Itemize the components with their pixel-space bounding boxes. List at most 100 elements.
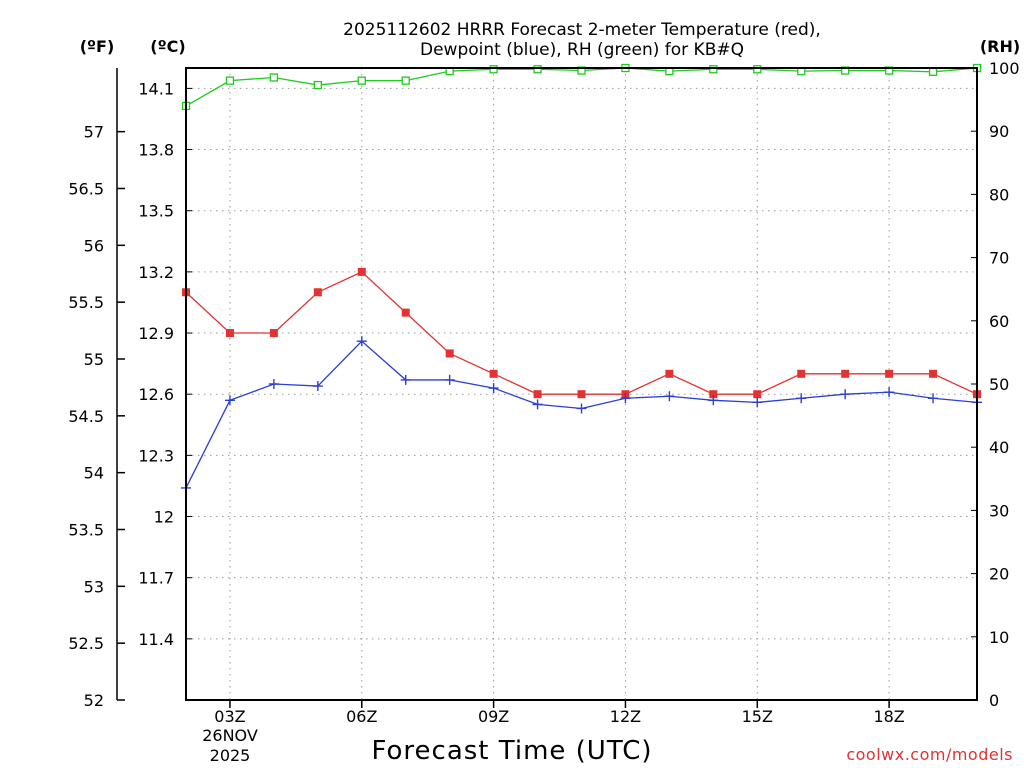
temperature-point bbox=[357, 267, 366, 276]
celsius-tick-label: 12 bbox=[154, 508, 174, 527]
rh-tick-label: 50 bbox=[989, 375, 1009, 394]
fahrenheit-tick-label: 53 bbox=[84, 577, 104, 596]
time-axis: 03Z 06Z 09Z 12Z 15Z 18Z bbox=[214, 700, 905, 726]
credit-link[interactable]: coolwx.com/models bbox=[846, 745, 1013, 764]
celsius-tick-label: 11.7 bbox=[138, 569, 174, 588]
x-axis-title: Forecast Time (UTC) bbox=[371, 736, 652, 766]
celsius-tick-label: 12.9 bbox=[138, 324, 174, 343]
temperature-point bbox=[533, 390, 542, 399]
celsius-axis: 11.4 11.7 12 12.3 12.6 12.9 13.2 13.5 13.8 14.1 bbox=[138, 79, 192, 649]
temperature-point bbox=[489, 369, 498, 378]
time-tick-label: 18Z bbox=[873, 707, 904, 726]
rh-point bbox=[269, 73, 279, 82]
fahrenheit-tick-label: 53.5 bbox=[68, 520, 104, 539]
dewpoint-point bbox=[532, 399, 543, 410]
temperature-point bbox=[709, 390, 718, 399]
rh-point bbox=[709, 65, 718, 74]
series-temperature bbox=[182, 267, 981, 399]
rh-unit-label: (RH) bbox=[980, 37, 1020, 56]
temperature-point bbox=[313, 288, 322, 297]
fahrenheit-tick-label: 52 bbox=[84, 691, 104, 710]
temperature-point bbox=[841, 369, 850, 378]
fahrenheit-tick-label: 56 bbox=[84, 236, 104, 255]
temperature-point bbox=[753, 390, 762, 399]
series-rh bbox=[181, 63, 982, 111]
fahrenheit-unit-label: (ºF) bbox=[80, 37, 115, 56]
dewpoint-line bbox=[185, 340, 978, 489]
dewpoint-point bbox=[664, 391, 675, 402]
chart-title-line-2: Dewpoint (blue), RH (green) for KB#Q bbox=[420, 40, 744, 60]
rh-tick-label: 30 bbox=[989, 501, 1009, 520]
dewpoint-point bbox=[444, 374, 455, 385]
dewpoint-point bbox=[312, 381, 323, 392]
temperature-point bbox=[885, 369, 894, 378]
celsius-tick-label: 12.3 bbox=[138, 446, 174, 465]
rh-tick-label: 0 bbox=[989, 691, 999, 710]
temperature-point bbox=[401, 308, 410, 317]
dewpoint-point bbox=[928, 393, 939, 404]
celsius-tick-label: 13.5 bbox=[138, 202, 174, 221]
temperature-point bbox=[929, 369, 938, 378]
dewpoint-point bbox=[400, 374, 411, 385]
dewpoint-point bbox=[224, 395, 235, 406]
rh-tick-label: 100 bbox=[989, 59, 1020, 78]
fahrenheit-axis: 52 52.5 53 53.5 54 54.5 55 55.5 56 56.5 57 bbox=[68, 68, 125, 710]
rh-point bbox=[928, 67, 938, 76]
time-tick-label: 09Z bbox=[478, 707, 509, 726]
rh-point bbox=[753, 65, 762, 74]
fahrenheit-tick-label: 52.5 bbox=[68, 634, 104, 653]
celsius-unit-label: (ºC) bbox=[150, 37, 185, 56]
rh-tick-label: 10 bbox=[989, 628, 1009, 647]
celsius-tick-label: 11.4 bbox=[138, 630, 174, 649]
time-tick-label: 06Z bbox=[346, 707, 377, 726]
dewpoint-point bbox=[268, 379, 279, 389]
dewpoint-point bbox=[708, 395, 719, 406]
temperature-point bbox=[225, 329, 234, 338]
temperature-point bbox=[445, 349, 454, 358]
dewpoint-point bbox=[356, 336, 367, 347]
rh-tick-label: 20 bbox=[989, 565, 1009, 584]
dewpoint-point bbox=[620, 393, 631, 404]
rh-point bbox=[401, 76, 410, 85]
dewpoint-point bbox=[752, 397, 763, 408]
temperature-point bbox=[797, 369, 806, 378]
celsius-tick-label: 12.6 bbox=[138, 385, 174, 404]
rh-tick-label: 90 bbox=[989, 122, 1009, 141]
dewpoint-point bbox=[576, 403, 587, 414]
rh-tick-label: 80 bbox=[989, 185, 1009, 204]
rh-point bbox=[533, 65, 542, 74]
temperature-point bbox=[269, 329, 278, 338]
chart-title-line-1: 2025112602 HRRR Forecast 2-meter Tempera… bbox=[343, 20, 821, 40]
gridlines bbox=[186, 68, 977, 700]
rh-tick-label: 60 bbox=[989, 312, 1009, 331]
fahrenheit-tick-label: 55 bbox=[84, 350, 104, 369]
time-tick-label: 15Z bbox=[742, 707, 773, 726]
dewpoint-point bbox=[840, 389, 851, 400]
dewpoint-point bbox=[796, 393, 807, 404]
temperature-point bbox=[577, 390, 586, 399]
dewpoint-point bbox=[488, 383, 499, 394]
celsius-tick-label: 13.8 bbox=[138, 141, 174, 160]
rh-point bbox=[313, 80, 322, 90]
temperature-point bbox=[665, 369, 674, 378]
time-tick-label: 03Z bbox=[214, 707, 245, 726]
rh-point bbox=[225, 76, 235, 85]
rh-axis: 0 10 20 30 40 50 60 70 80 90 100 bbox=[971, 59, 1020, 710]
rh-point bbox=[357, 76, 366, 85]
fahrenheit-tick-label: 54 bbox=[84, 464, 104, 483]
rh-point bbox=[489, 65, 498, 74]
plot-frame bbox=[185, 67, 978, 701]
rh-tick-label: 40 bbox=[989, 438, 1009, 457]
rh-tick-label: 70 bbox=[989, 249, 1009, 268]
fahrenheit-tick-label: 57 bbox=[84, 123, 104, 142]
fahrenheit-tick-label: 55.5 bbox=[68, 293, 104, 312]
data-series bbox=[181, 63, 982, 493]
celsius-tick-label: 14.1 bbox=[138, 79, 174, 98]
celsius-tick-label: 13.2 bbox=[138, 263, 174, 282]
date-day-label: 26NOV bbox=[202, 726, 258, 745]
dewpoint-point bbox=[884, 387, 895, 398]
time-tick-label: 12Z bbox=[610, 707, 641, 726]
series-dewpoint bbox=[181, 336, 982, 493]
fahrenheit-tick-label: 56.5 bbox=[68, 179, 104, 198]
